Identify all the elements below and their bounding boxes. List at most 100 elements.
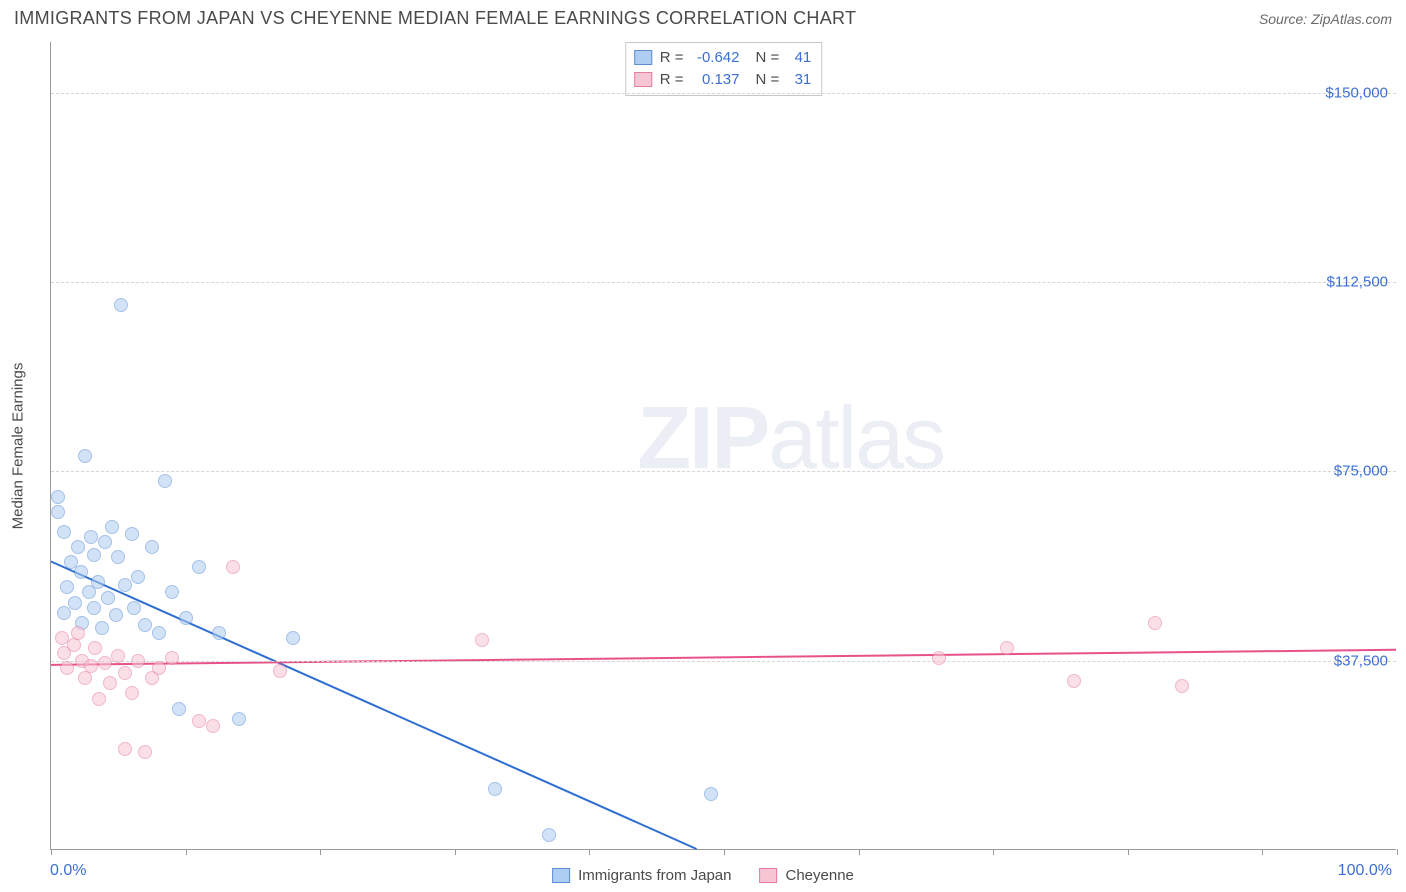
grid-line bbox=[51, 471, 1396, 472]
data-point bbox=[1148, 616, 1162, 630]
data-point bbox=[192, 560, 206, 574]
data-point bbox=[68, 596, 82, 610]
chart-header: IMMIGRANTS FROM JAPAN VS CHEYENNE MEDIAN… bbox=[0, 0, 1406, 35]
legend-swatch bbox=[634, 72, 652, 87]
source-prefix: Source: bbox=[1259, 11, 1307, 27]
x-tick bbox=[589, 849, 590, 855]
data-point bbox=[1000, 641, 1014, 655]
data-point bbox=[92, 692, 106, 706]
data-point bbox=[118, 666, 132, 680]
source-attribution: Source: ZipAtlas.com bbox=[1259, 11, 1392, 27]
data-point bbox=[51, 490, 65, 504]
data-point bbox=[226, 560, 240, 574]
data-point bbox=[111, 649, 125, 663]
data-point bbox=[172, 702, 186, 716]
data-point bbox=[71, 540, 85, 554]
data-point bbox=[131, 654, 145, 668]
series-legend: Immigrants from Japan Cheyenne bbox=[552, 867, 854, 884]
data-point bbox=[88, 641, 102, 655]
data-point bbox=[145, 540, 159, 554]
data-point bbox=[125, 527, 139, 541]
data-point bbox=[932, 651, 946, 665]
data-point bbox=[105, 520, 119, 534]
data-point bbox=[103, 676, 117, 690]
data-point bbox=[131, 570, 145, 584]
x-tick bbox=[724, 849, 725, 855]
data-point bbox=[78, 671, 92, 685]
r-value: -0.642 bbox=[692, 47, 740, 69]
data-point bbox=[109, 608, 123, 622]
chart-title: IMMIGRANTS FROM JAPAN VS CHEYENNE MEDIAN… bbox=[14, 8, 856, 29]
data-point bbox=[179, 611, 193, 625]
x-axis-min-label: 0.0% bbox=[50, 862, 86, 880]
legend-series-name: Cheyenne bbox=[786, 867, 854, 884]
data-point bbox=[57, 525, 71, 539]
scatter-plot-area: ZIPatlas R =-0.642N =41R =0.137N =31 $37… bbox=[50, 42, 1396, 850]
x-tick bbox=[186, 849, 187, 855]
data-point bbox=[138, 745, 152, 759]
x-tick bbox=[320, 849, 321, 855]
stats-legend-row: R = 0.137 N = 31 bbox=[634, 69, 812, 91]
data-point bbox=[91, 575, 105, 589]
r-value: 0.137 bbox=[692, 69, 740, 91]
data-point bbox=[273, 664, 287, 678]
data-point bbox=[78, 449, 92, 463]
n-label: N = bbox=[756, 69, 780, 91]
grid-line bbox=[51, 661, 1396, 662]
x-axis-max-label: 100.0% bbox=[1338, 862, 1392, 880]
data-point bbox=[118, 578, 132, 592]
data-point bbox=[704, 787, 718, 801]
data-point bbox=[60, 661, 74, 675]
grid-line bbox=[51, 282, 1396, 283]
data-point bbox=[51, 505, 65, 519]
data-point bbox=[165, 585, 179, 599]
x-tick bbox=[993, 849, 994, 855]
legend-item: Cheyenne bbox=[760, 867, 854, 884]
r-label: R = bbox=[660, 47, 684, 69]
y-tick-label: $37,500 bbox=[1334, 652, 1388, 669]
data-point bbox=[286, 631, 300, 645]
data-point bbox=[158, 474, 172, 488]
data-point bbox=[1067, 674, 1081, 688]
data-point bbox=[84, 530, 98, 544]
stats-legend-row: R = -0.642 N = 41 bbox=[634, 47, 812, 69]
x-tick bbox=[859, 849, 860, 855]
data-point bbox=[87, 548, 101, 562]
data-point bbox=[488, 782, 502, 796]
legend-swatch bbox=[634, 50, 652, 65]
n-value: 31 bbox=[787, 69, 811, 91]
x-tick bbox=[455, 849, 456, 855]
x-tick bbox=[1262, 849, 1263, 855]
data-point bbox=[125, 686, 139, 700]
data-point bbox=[165, 651, 179, 665]
x-tick bbox=[1128, 849, 1129, 855]
trend-lines-layer bbox=[51, 42, 1396, 849]
y-tick-label: $112,500 bbox=[1327, 273, 1388, 290]
legend-swatch bbox=[760, 868, 778, 883]
data-point bbox=[60, 580, 74, 594]
data-point bbox=[98, 535, 112, 549]
data-point bbox=[101, 591, 115, 605]
legend-item: Immigrants from Japan bbox=[552, 867, 731, 884]
data-point bbox=[74, 565, 88, 579]
data-point bbox=[95, 621, 109, 635]
legend-series-name: Immigrants from Japan bbox=[578, 867, 731, 884]
x-tick bbox=[51, 849, 52, 855]
r-label: R = bbox=[660, 69, 684, 91]
data-point bbox=[475, 633, 489, 647]
n-value: 41 bbox=[787, 47, 811, 69]
data-point bbox=[111, 550, 125, 564]
trend-line bbox=[51, 562, 697, 849]
data-point bbox=[192, 714, 206, 728]
y-axis-title: Median Female Earnings bbox=[10, 363, 27, 530]
data-point bbox=[138, 618, 152, 632]
n-label: N = bbox=[756, 47, 780, 69]
data-point bbox=[152, 661, 166, 675]
data-point bbox=[542, 828, 556, 842]
data-point bbox=[152, 626, 166, 640]
source-name: ZipAtlas.com bbox=[1311, 11, 1392, 27]
stats-legend-box: R = -0.642 N = 41 R = 0.137 N = 31 bbox=[625, 42, 823, 96]
data-point bbox=[1175, 679, 1189, 693]
data-point bbox=[114, 298, 128, 312]
y-tick-label: $150,000 bbox=[1325, 84, 1388, 101]
